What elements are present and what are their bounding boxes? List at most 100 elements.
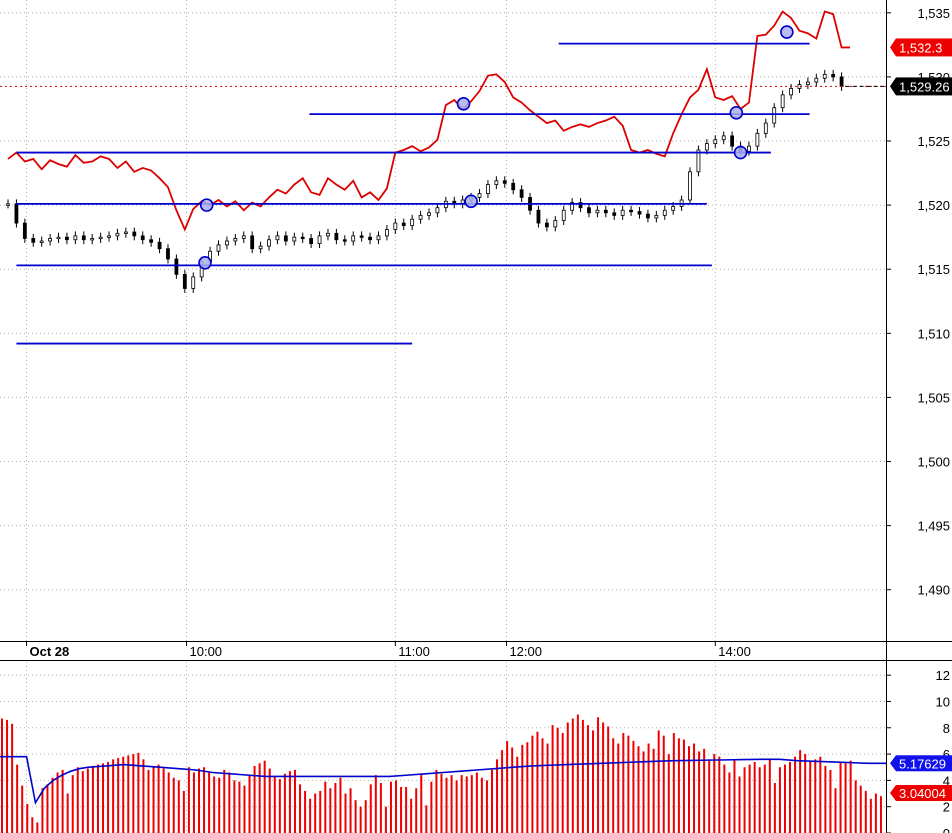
candle-body <box>789 88 793 96</box>
volume-bar <box>642 751 645 833</box>
volume-bar <box>127 755 130 833</box>
volume-bar <box>278 779 281 833</box>
volume-bar <box>102 763 105 833</box>
candle-body <box>502 180 507 184</box>
volume-bar <box>319 790 322 833</box>
price-tag-arrow <box>890 77 896 96</box>
candle-body <box>149 239 154 243</box>
volume-bar <box>733 759 736 833</box>
candle-body <box>368 236 372 241</box>
volume-bar <box>117 758 120 833</box>
volume-bar <box>389 781 392 833</box>
volume-bar <box>132 754 135 833</box>
volume-bar <box>597 717 600 833</box>
candle-body <box>494 180 499 186</box>
volume-bar <box>682 739 685 833</box>
price-tick-label: 1,535 <box>917 6 950 21</box>
volume-bar <box>667 754 670 833</box>
volume-bar <box>359 806 362 833</box>
candle-body <box>31 238 36 243</box>
volume-bar <box>273 776 276 833</box>
volume-bar <box>31 817 34 833</box>
volume-bar <box>26 804 29 833</box>
volume-bar <box>238 781 241 833</box>
volume-bar <box>177 780 180 833</box>
candle-body <box>822 73 827 79</box>
volume-bar <box>334 783 337 833</box>
candle-body <box>48 238 52 242</box>
volume-bar <box>834 788 837 833</box>
volume-bar <box>748 764 751 833</box>
volume-bar <box>76 767 79 833</box>
candle-body <box>646 213 650 219</box>
time-tick-label: 14:00 <box>718 644 751 659</box>
volume-bar <box>258 763 261 833</box>
circle-marker-2 <box>456 97 471 111</box>
candle-body <box>730 135 735 147</box>
volume-bar <box>571 718 574 833</box>
candle-body <box>73 235 78 241</box>
volume-bar <box>213 776 216 833</box>
volume-tick-label: 0 <box>943 826 950 833</box>
volume-bar <box>617 743 620 833</box>
volume-tag-label: 5.17629 <box>899 756 946 771</box>
volume-bar <box>789 761 792 833</box>
candle-body <box>831 73 836 78</box>
price-tick-label: 1,515 <box>917 262 950 277</box>
candle-body <box>654 214 659 219</box>
volume-bar <box>718 756 721 833</box>
volume-bar <box>794 756 797 833</box>
volume-bar <box>16 764 19 833</box>
volume-bar <box>420 773 423 833</box>
volume-bar <box>243 785 246 833</box>
candle-body <box>570 202 575 211</box>
volume-bar <box>758 767 761 833</box>
time-tick-label: 12:00 <box>509 644 542 659</box>
volume-bar <box>652 748 655 833</box>
candle-body <box>763 122 768 134</box>
volume-tag-label: 3.04004 <box>899 786 946 801</box>
volume-bar <box>198 768 201 833</box>
candle-body <box>317 235 322 244</box>
volume-bar <box>354 800 357 833</box>
candle-body <box>755 132 760 147</box>
candle-body <box>595 209 600 214</box>
volume-bar <box>819 756 822 833</box>
volume-bar <box>415 788 418 833</box>
candle-body <box>410 218 415 227</box>
volume-bar <box>21 785 24 833</box>
candle-body <box>258 245 263 250</box>
volume-bar <box>1 718 3 833</box>
candle-body <box>418 214 423 220</box>
volume-bar <box>743 767 746 833</box>
volume-bar <box>455 780 458 833</box>
volume-bar <box>713 754 716 833</box>
volume-bar <box>783 764 786 833</box>
volume-bar <box>96 764 99 833</box>
volume-bars <box>1 714 882 833</box>
candle-body <box>275 235 280 241</box>
volume-bar <box>288 771 291 833</box>
volume-bar <box>602 722 605 833</box>
volume-bar <box>450 775 453 833</box>
volume-bar <box>475 772 478 833</box>
price-tag-arrow <box>890 38 896 57</box>
candle-body <box>65 236 69 241</box>
volume-bar <box>309 798 312 833</box>
candle-body <box>233 238 238 242</box>
volume-bar <box>531 735 534 833</box>
volume-tick-label: 8 <box>943 721 950 736</box>
volume-bar <box>703 748 706 833</box>
candle-body <box>132 231 137 237</box>
circle-marker-6 <box>780 25 794 39</box>
volume-bar <box>61 769 64 833</box>
volume-bar <box>218 777 221 833</box>
volume-bar <box>839 761 842 833</box>
volume-bar <box>854 780 857 833</box>
candle-body <box>511 182 516 191</box>
volume-bar <box>137 752 140 833</box>
volume-bar <box>440 773 443 833</box>
volume-bar <box>51 777 54 833</box>
volume-bar <box>460 775 463 833</box>
